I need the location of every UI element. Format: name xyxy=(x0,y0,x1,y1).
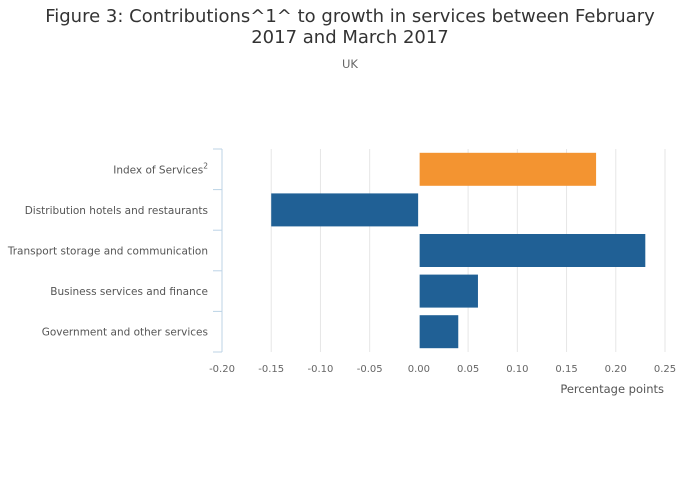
y-axis xyxy=(213,148,223,353)
category-label-text: Index of Services xyxy=(113,164,203,176)
x-tick-label: 0.05 xyxy=(457,364,479,375)
x-tick-label: -0.15 xyxy=(258,364,284,375)
x-axis-title: Percentage points xyxy=(560,382,664,396)
bar xyxy=(271,193,419,227)
category-label-text: Business services and finance xyxy=(50,286,208,298)
category-label-text: Distribution hotels and restaurants xyxy=(25,205,208,217)
x-tick-label: 0.25 xyxy=(654,364,676,375)
x-tick-label: 0.00 xyxy=(408,364,430,375)
chart-title: Figure 3: Contributions^1^ to growth in … xyxy=(45,6,655,48)
category-label: Business services and finance xyxy=(50,286,208,298)
x-tick-label: -0.05 xyxy=(357,364,383,375)
chart-subtitle: UK xyxy=(342,57,358,71)
bar xyxy=(418,274,478,308)
x-tick-label: -0.10 xyxy=(308,364,334,375)
category-label: Government and other services xyxy=(42,327,208,339)
x-tick-labels: -0.20 -0.15 -0.10 -0.05 0.00 0.05 0.10 0.15 0.20… xyxy=(209,364,676,375)
x-tick-label: 0.20 xyxy=(605,364,627,375)
x-tick-label: 0.10 xyxy=(506,364,528,375)
category-label: Distribution hotels and restaurants xyxy=(25,205,208,217)
bar xyxy=(418,315,459,349)
bars xyxy=(271,149,646,352)
x-tick-label: 0.15 xyxy=(555,364,577,375)
category-label-superscript: 2 xyxy=(203,161,208,170)
category-label-text: Transport storage and communication xyxy=(7,246,208,258)
bar xyxy=(418,152,597,186)
category-label: Transport storage and communication xyxy=(7,246,208,258)
x-tick-label: -0.20 xyxy=(209,364,235,375)
category-labels: Index of Services2 Distribution hotels an… xyxy=(7,161,208,338)
category-label-text: Government and other services xyxy=(42,327,208,339)
category-label: Index of Services2 xyxy=(113,161,208,176)
bar xyxy=(418,234,646,267)
